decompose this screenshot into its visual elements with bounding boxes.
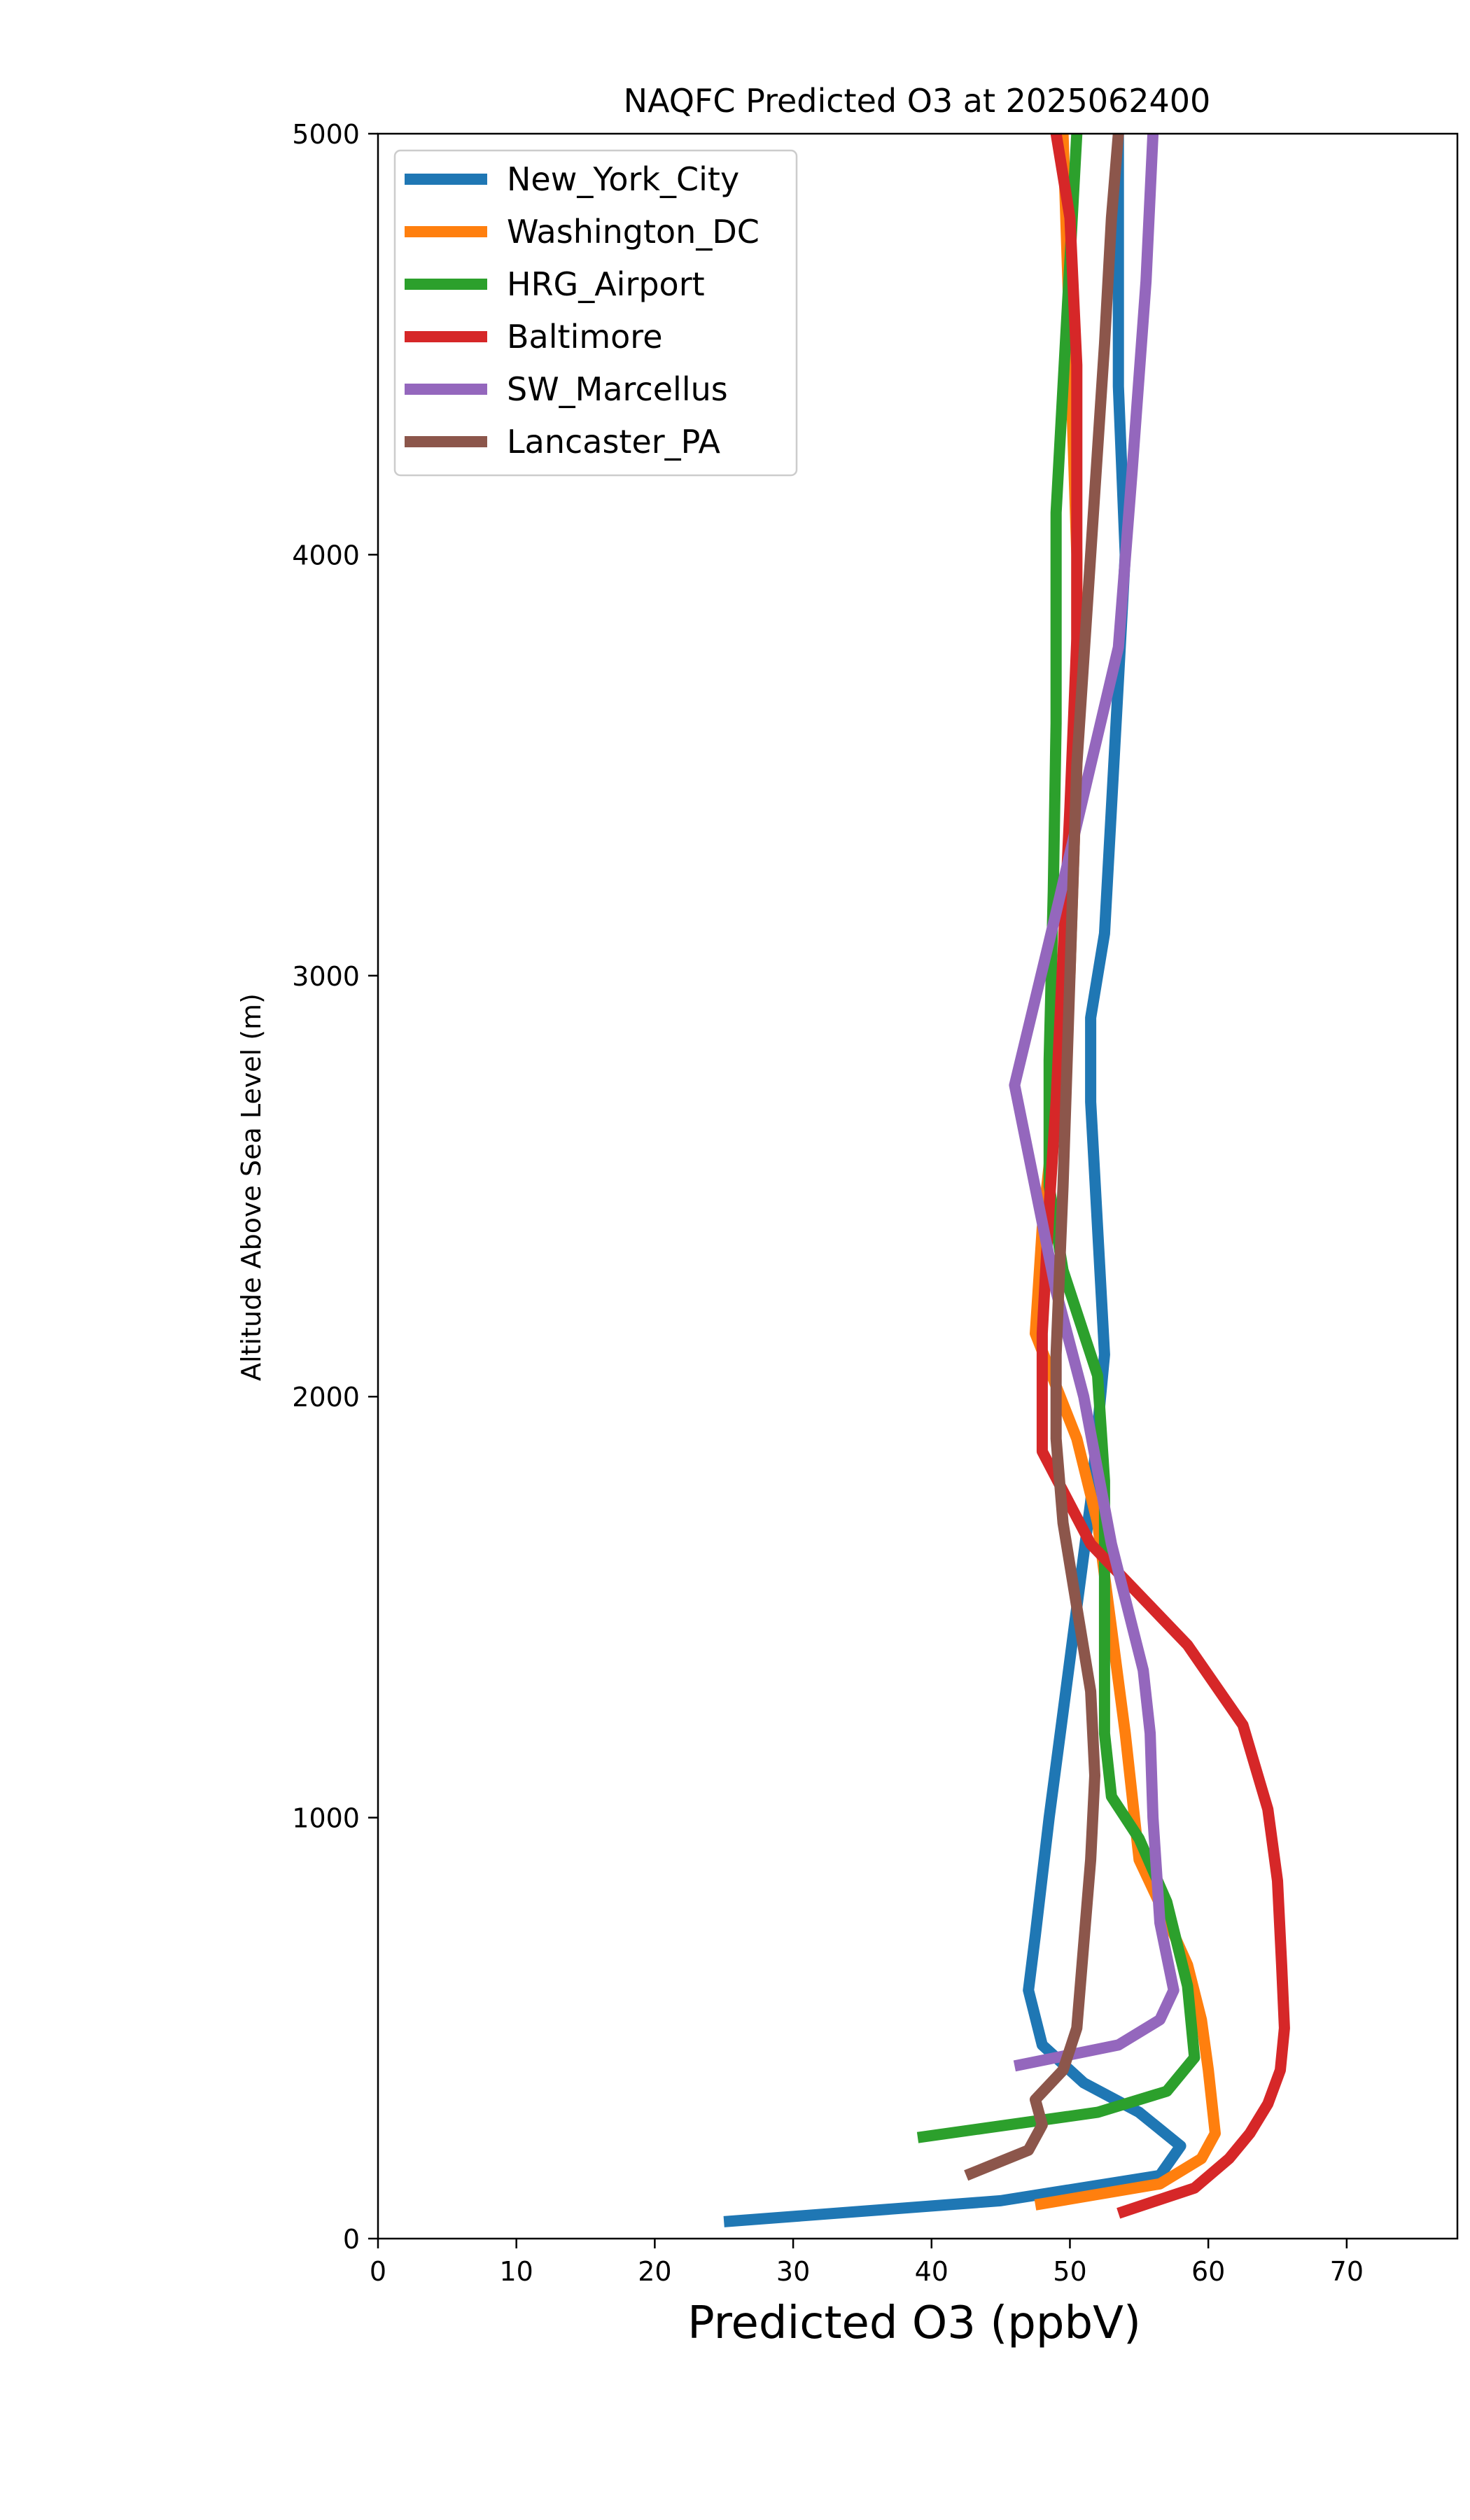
series-line-baltimore <box>1036 132 1290 2219</box>
y-tick-label: 0 <box>343 2224 360 2255</box>
legend-label: New_York_City <box>507 160 739 198</box>
legend: New_York_City Washington_DC HRG_Airport Bal… <box>393 149 798 477</box>
chart-title: NAQFC Predicted O3 at 2025062400 <box>624 82 1211 120</box>
x-tick-label: 70 <box>1330 2256 1364 2287</box>
legend-label: Lancaster_PA <box>507 423 720 461</box>
x-tick-label: 40 <box>915 2256 948 2287</box>
x-tick-label: 10 <box>500 2256 533 2287</box>
x-tick-label: 30 <box>776 2256 810 2287</box>
x-tick-label: 50 <box>1053 2256 1086 2287</box>
plot-frame <box>377 132 1459 2240</box>
legend-label: HRG_Airport <box>507 265 705 303</box>
series-lines <box>723 132 1290 2227</box>
x-axis: 0 10 20 30 40 50 60 70 <box>370 2239 1364 2287</box>
y-axis-label: Altitude Above Sea Level (m) <box>236 993 267 1381</box>
legend-label: SW_Marcellus <box>507 370 728 408</box>
y-tick-label: 2000 <box>292 1382 360 1413</box>
y-tick-label: 4000 <box>292 540 360 570</box>
series-line-sw-marcellus <box>1009 133 1180 2072</box>
legend-label: Baltimore <box>507 318 663 356</box>
y-tick-label: 5000 <box>292 119 360 150</box>
series-line-lancaster-pa <box>964 133 1124 2181</box>
x-tick-label: 0 <box>370 2256 386 2287</box>
y-axis: 0 1000 2000 3000 4000 5000 <box>292 119 378 2255</box>
y-tick-label: 1000 <box>292 1803 360 1834</box>
x-tick-label: 20 <box>638 2256 671 2287</box>
x-axis-label: Predicted O3 (ppbV) <box>687 2297 1141 2349</box>
legend-label: Washington_DC <box>507 213 760 251</box>
x-tick-label: 60 <box>1191 2256 1225 2287</box>
y-tick-label: 3000 <box>292 961 360 992</box>
legend-box <box>393 149 798 477</box>
